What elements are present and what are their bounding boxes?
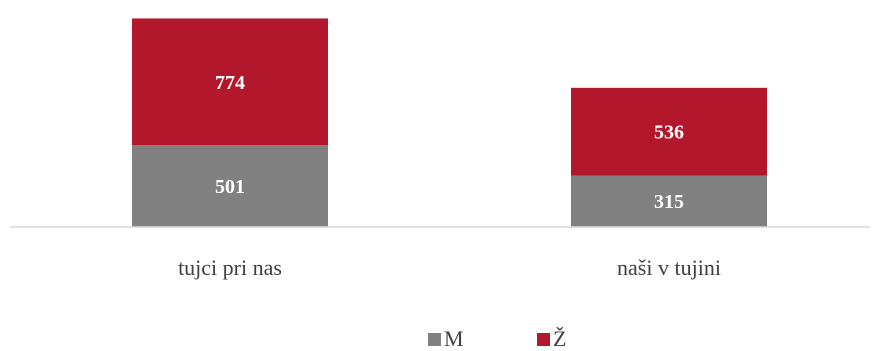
bar-m-2 [571, 175, 767, 227]
bar-m-1 [132, 145, 328, 227]
category-label-2: naši v tujini [617, 255, 721, 280]
category-label-1: tujci pri nas [178, 255, 282, 280]
data-labels-layer: 501 774 315 536 [215, 72, 684, 213]
legend-swatch-2 [537, 333, 550, 346]
category-labels-layer: tujci pri nas naši v tujini [178, 255, 721, 280]
data-label-ž-1: 774 [215, 72, 245, 94]
bars-layer [132, 18, 767, 227]
data-label-m-2: 315 [654, 191, 684, 213]
legend-label-2: Ž [553, 326, 566, 351]
legend-label-1: M [444, 326, 464, 351]
bar-ž-1 [132, 18, 328, 146]
data-label-m-1: 501 [215, 176, 245, 198]
data-label-ž-2: 536 [654, 122, 684, 144]
bar-ž-2 [571, 87, 767, 176]
legend-swatch-1 [428, 333, 441, 346]
